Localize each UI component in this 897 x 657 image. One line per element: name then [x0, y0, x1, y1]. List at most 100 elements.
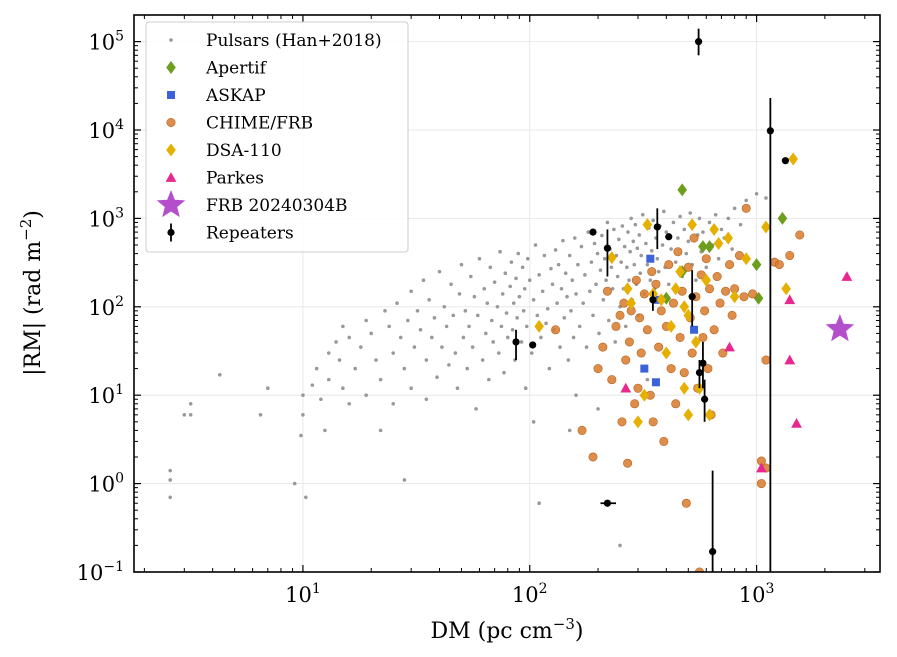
dot-point — [182, 413, 187, 417]
circle-point — [602, 286, 612, 296]
dot-point — [489, 318, 494, 323]
dot-point — [666, 282, 671, 287]
diamond-point — [723, 231, 734, 245]
repeater-point — [603, 499, 612, 507]
dot-point — [540, 289, 545, 294]
dot-point — [485, 301, 490, 305]
circle-point — [748, 289, 758, 299]
dot-point — [632, 262, 637, 267]
legend-marker — [165, 172, 177, 182]
dot-point — [442, 305, 447, 309]
dot-point — [359, 345, 363, 349]
dot-point — [337, 358, 342, 362]
dot-point — [600, 233, 604, 238]
dot-point — [323, 428, 327, 433]
dot-point — [496, 351, 501, 355]
circle-point — [709, 325, 719, 335]
circle-point — [654, 342, 664, 352]
circle-point — [741, 203, 751, 213]
dot-point — [574, 292, 578, 296]
dot-point — [754, 191, 759, 196]
dot-point — [488, 265, 493, 270]
dot-point — [435, 375, 439, 379]
dot-point — [537, 273, 541, 277]
dot-point — [533, 243, 538, 247]
circle-point — [725, 260, 735, 270]
dot-point — [310, 383, 315, 387]
dot-point — [369, 331, 374, 336]
diamond-point — [777, 211, 788, 225]
dot-point — [472, 294, 477, 299]
data-marks — [168, 28, 855, 572]
dot-point — [470, 345, 475, 349]
dot-point — [508, 284, 513, 289]
diamond-point — [753, 291, 764, 305]
dot-point — [495, 305, 500, 309]
diamond-point — [683, 308, 694, 322]
dot-point — [188, 413, 193, 417]
dot-point — [566, 358, 571, 362]
diamond-point — [534, 319, 544, 333]
diamond-point — [677, 183, 688, 197]
circle-point — [577, 425, 587, 435]
dot-point — [648, 278, 653, 282]
repeater-point — [649, 296, 657, 304]
dot-point — [517, 294, 522, 299]
dot-point — [188, 401, 193, 406]
circle-point — [551, 325, 561, 335]
circle-point — [687, 348, 697, 358]
y-tick-label: 103 — [88, 205, 124, 231]
dot-point — [581, 301, 585, 305]
dot-point — [500, 292, 505, 296]
dot-point — [514, 276, 518, 281]
circle-point — [698, 332, 708, 342]
dot-point — [453, 351, 458, 355]
dot-point — [529, 351, 534, 355]
circle-point — [700, 306, 710, 316]
circle-point — [588, 452, 598, 462]
dot-point — [601, 298, 606, 302]
dot-point — [467, 324, 471, 329]
diamond-point — [675, 265, 685, 279]
diamond-point — [751, 258, 762, 272]
dot-point — [640, 212, 645, 217]
dot-point — [669, 247, 673, 251]
dot-point — [511, 301, 516, 305]
dot-point — [402, 478, 407, 482]
triangle-point — [791, 417, 802, 428]
dot-point — [217, 373, 222, 377]
dot-point — [499, 324, 504, 329]
diamond-point — [729, 290, 740, 304]
dot-point — [527, 278, 532, 282]
circle-point — [636, 348, 646, 358]
dot-point — [730, 247, 734, 251]
dot-point — [597, 331, 601, 336]
circle-point — [756, 479, 766, 489]
dot-point — [660, 243, 665, 247]
repeater-point — [665, 233, 673, 241]
diamond-point — [661, 291, 672, 305]
dot-point — [612, 227, 616, 232]
dot-point — [523, 386, 528, 391]
circle-point — [696, 270, 706, 280]
circle-point — [715, 298, 725, 308]
diamond-point — [691, 335, 701, 349]
dot-point — [686, 239, 691, 244]
circle-point — [624, 337, 634, 347]
dot-point — [584, 345, 589, 349]
repeater-point — [512, 338, 520, 346]
dot-point — [387, 324, 391, 329]
dot-point — [633, 222, 638, 227]
x-tick-label: 103 — [739, 581, 775, 607]
diamond-point — [704, 408, 715, 422]
dot-point — [623, 324, 628, 329]
dot-point — [406, 318, 410, 323]
dot-point — [524, 324, 529, 329]
legend-marker — [169, 38, 173, 42]
circle-point — [675, 332, 685, 342]
dot-point — [606, 318, 611, 323]
repeater-point — [653, 223, 661, 231]
dot-point — [678, 214, 682, 219]
dot-point — [539, 335, 543, 340]
dot-point — [447, 363, 451, 367]
